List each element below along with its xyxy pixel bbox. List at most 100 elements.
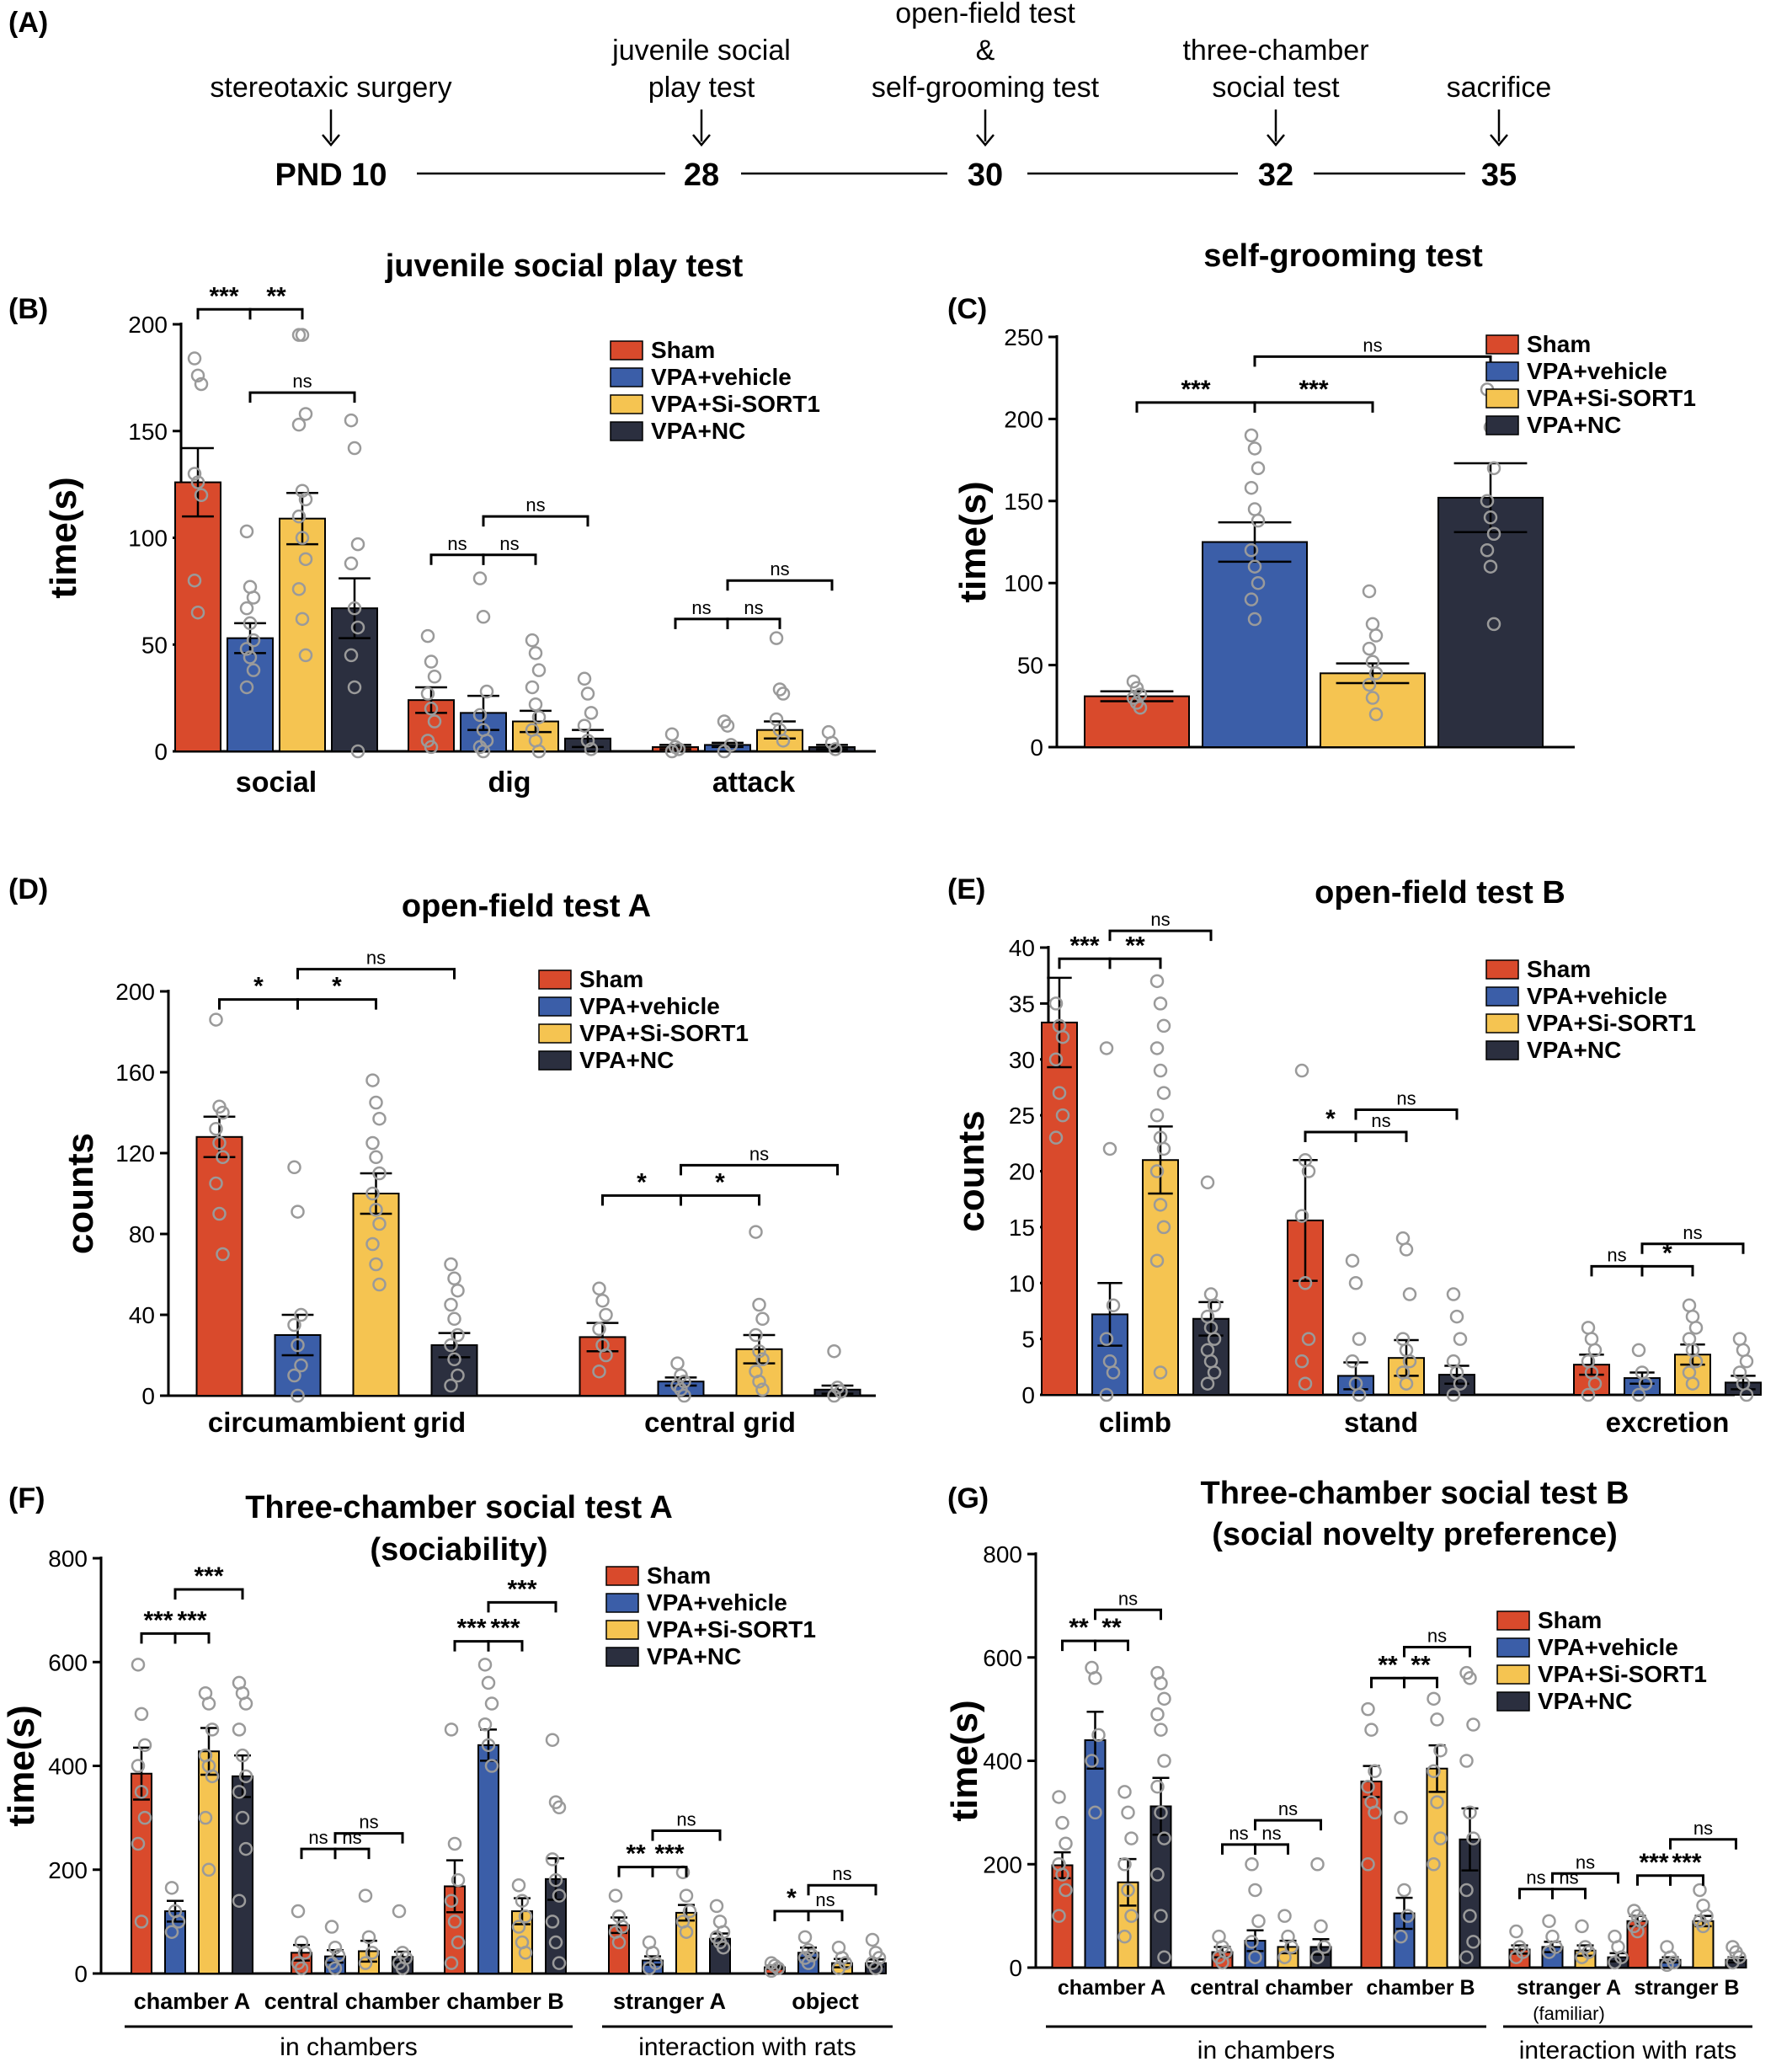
timeline-event-label: & — [976, 35, 995, 67]
y-tick-label: 10 — [1009, 1270, 1035, 1296]
x-category-label: chamber B — [446, 1989, 564, 2014]
y-tick-label: 200 — [1004, 406, 1043, 432]
data-point — [611, 1935, 627, 1950]
data-point — [1368, 707, 1384, 722]
data-point — [1581, 1387, 1596, 1402]
significance-label: *** — [194, 1562, 223, 1590]
y-tick-label: 400 — [983, 1749, 1022, 1775]
significance-bracket — [173, 1588, 244, 1600]
data-point — [447, 1915, 462, 1929]
data-point — [451, 1935, 466, 1950]
significance-label: * — [1662, 1239, 1672, 1267]
data-point — [1732, 1332, 1747, 1346]
data-point — [1133, 687, 1148, 702]
significance-label: ns — [1396, 1087, 1416, 1108]
data-point — [577, 671, 592, 686]
data-point — [392, 1904, 407, 1919]
bar — [1084, 695, 1190, 748]
data-point — [752, 1343, 766, 1359]
data-point — [232, 1722, 247, 1737]
significance-label: ns — [1683, 1222, 1702, 1243]
data-point — [1362, 677, 1377, 692]
significance-bracket — [429, 553, 485, 565]
data-point — [709, 1899, 724, 1914]
chart-panel: (D) open-field test A counts 0 40 80 120 160 200… — [8, 873, 876, 1438]
legend-swatch — [605, 1620, 639, 1640]
data-point — [1247, 502, 1262, 516]
data-point — [205, 1769, 220, 1784]
data-point — [479, 684, 494, 699]
significance-bracket — [453, 1640, 490, 1652]
legend-swatch — [1485, 415, 1519, 435]
data-point — [344, 648, 359, 663]
data-point — [1298, 1376, 1313, 1391]
data-point — [451, 1368, 465, 1383]
significance-bracket — [1370, 1676, 1405, 1689]
data-point — [599, 1348, 613, 1363]
legend-label: VPA+Si-SORT1 — [579, 1020, 749, 1046]
data-point — [1150, 1867, 1165, 1882]
data-point — [1099, 1332, 1114, 1346]
significance-bracket — [680, 1163, 839, 1176]
data-point — [1433, 1831, 1448, 1845]
significance-bracket — [1551, 1888, 1587, 1899]
data-point — [1150, 1779, 1165, 1794]
data-point — [369, 1095, 383, 1110]
timeline-event-label: play test — [648, 72, 755, 104]
significance-label: *** — [177, 1606, 206, 1634]
data-point — [297, 1946, 312, 1960]
y-tick-label: 40 — [129, 1302, 155, 1328]
data-point — [1397, 1883, 1411, 1898]
data-point — [1149, 1108, 1165, 1123]
bar — [1437, 496, 1544, 748]
data-point — [1244, 542, 1259, 558]
data-point — [190, 475, 205, 489]
significance-label: ns — [1526, 1867, 1545, 1888]
significance-label: ns — [1363, 334, 1382, 355]
significance-label: ns — [744, 597, 763, 618]
data-point — [1361, 1857, 1375, 1872]
data-point — [477, 1717, 493, 1732]
data-point — [752, 1374, 766, 1389]
data-point — [201, 1862, 216, 1877]
data-point — [209, 1176, 223, 1191]
panel-label: (B) — [8, 293, 48, 325]
legend-label: VPA+Si-SORT1 — [1538, 1661, 1707, 1687]
data-point — [1157, 1950, 1171, 1964]
data-point — [347, 680, 362, 695]
significance-label: ns — [292, 371, 312, 392]
data-point — [1483, 510, 1498, 525]
significance-label: ns — [499, 533, 519, 554]
legend-swatch — [1485, 1040, 1519, 1060]
significance-label: *** — [1672, 1849, 1701, 1877]
significance-label: *** — [654, 1840, 684, 1868]
significance-bracket — [1094, 1608, 1162, 1621]
significance-label: ns — [1607, 1244, 1626, 1265]
data-point — [1251, 461, 1266, 476]
x-category-label: stranger B — [1634, 1976, 1739, 2000]
data-point — [331, 1948, 346, 1963]
panel-label-a: (A) — [8, 7, 48, 39]
chart-title: open-field test B — [1315, 875, 1565, 911]
data-point — [298, 407, 313, 421]
data-point — [209, 1121, 223, 1136]
legend-label: VPA+Si-SORT1 — [1527, 385, 1696, 411]
legend-swatch — [1485, 388, 1519, 409]
chart-panels: (B)juvenile social play testtime(s)05010… — [1, 238, 1762, 2064]
data-point — [1453, 1332, 1468, 1346]
data-point — [804, 1948, 819, 1963]
data-point — [1314, 1919, 1328, 1934]
data-point — [577, 718, 592, 733]
legend-label: VPA+NC — [647, 1643, 741, 1669]
data-point — [1368, 1805, 1382, 1820]
significance-label: ** — [626, 1840, 646, 1868]
data-point — [1156, 1141, 1171, 1156]
data-point — [444, 1893, 459, 1908]
significance-bracket — [1108, 929, 1213, 942]
data-point — [239, 680, 254, 695]
data-point — [1117, 1929, 1132, 1944]
significance-bracket — [1354, 1130, 1408, 1143]
data-point — [372, 1277, 387, 1292]
data-point — [239, 601, 254, 616]
data-point — [350, 620, 365, 635]
